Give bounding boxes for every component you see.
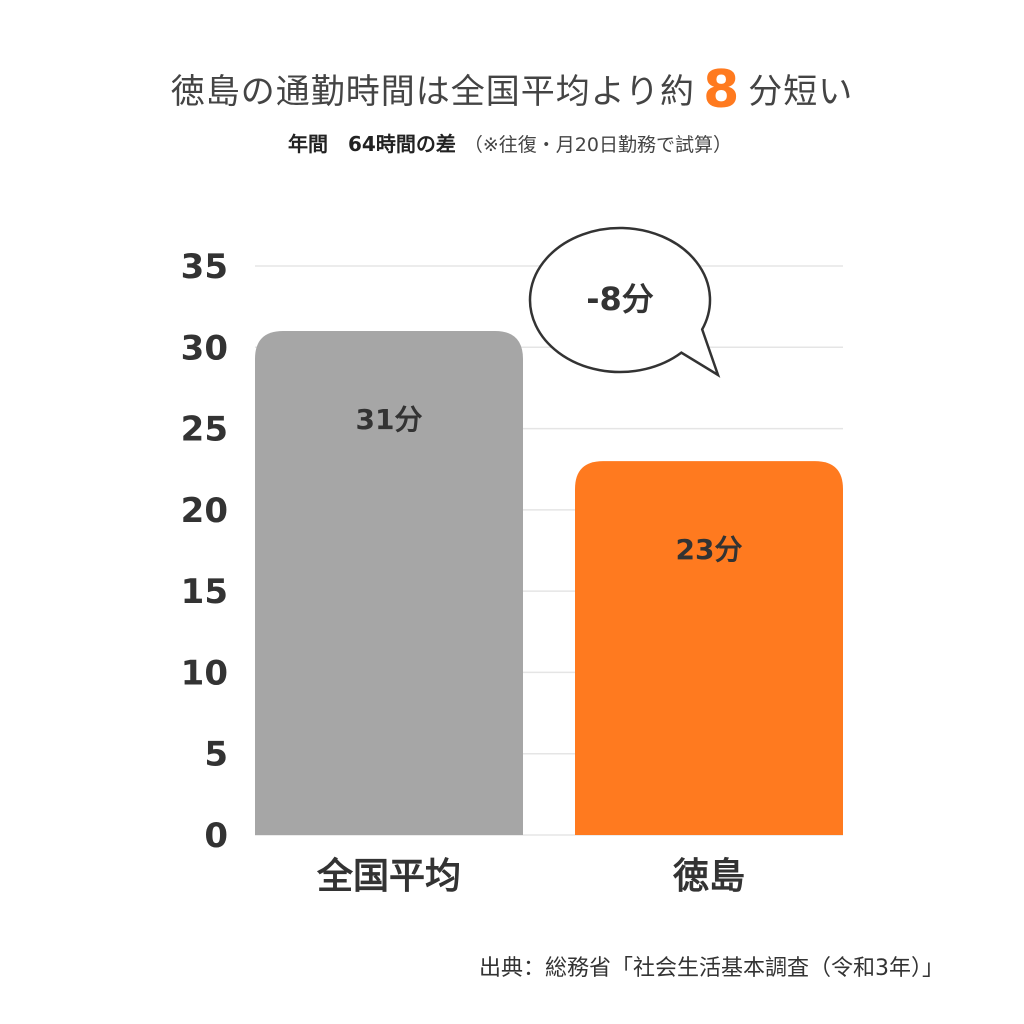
y-tick-label: 5 — [204, 735, 228, 775]
value-labels: 31分 23分 — [356, 403, 743, 566]
y-tick-label: 20 — [181, 491, 228, 531]
y-tick-label: 10 — [181, 653, 228, 693]
category-labels: 全国平均 徳島 — [316, 855, 745, 897]
bar-national-average — [255, 331, 523, 835]
y-tick-label: 35 — [181, 247, 228, 287]
y-tick-label: 30 — [181, 328, 228, 368]
y-tick-label: 25 — [181, 410, 228, 450]
category-label: 徳島 — [672, 856, 745, 897]
y-axis-ticks: 0 5 10 15 20 25 30 35 — [181, 247, 228, 856]
y-tick-label: 15 — [181, 572, 228, 612]
source-note: 出典：総務省「社会生活基本調査（令和3年）」 — [479, 956, 944, 981]
speech-bubble: -8分 — [528, 226, 721, 378]
bar-tokushima — [575, 461, 843, 835]
y-tick-label: 0 — [204, 816, 228, 856]
category-label: 全国平均 — [316, 855, 461, 897]
bars — [255, 331, 843, 835]
title-text-pre: 徳島の通勤時間は全国平均より約 — [170, 72, 696, 112]
subtitle-strong: 年間 64時間の差 — [288, 132, 456, 156]
chart-title: 徳島の通勤時間は全国平均より約 8 分短い — [0, 60, 1024, 120]
difference-label: -8分 — [586, 280, 654, 318]
title-text-post: 分短い — [748, 72, 854, 112]
speech-bubble-shape — [528, 226, 721, 378]
subtitle-note: （※往復・月20日勤務で試算） — [463, 134, 732, 156]
bar-value-label: 23分 — [676, 533, 743, 566]
title-highlight: 8 — [703, 60, 741, 120]
chart-subtitle: 年間 64時間の差 （※往復・月20日勤務で試算） — [288, 128, 732, 157]
bar-value-label: 31分 — [356, 403, 423, 436]
